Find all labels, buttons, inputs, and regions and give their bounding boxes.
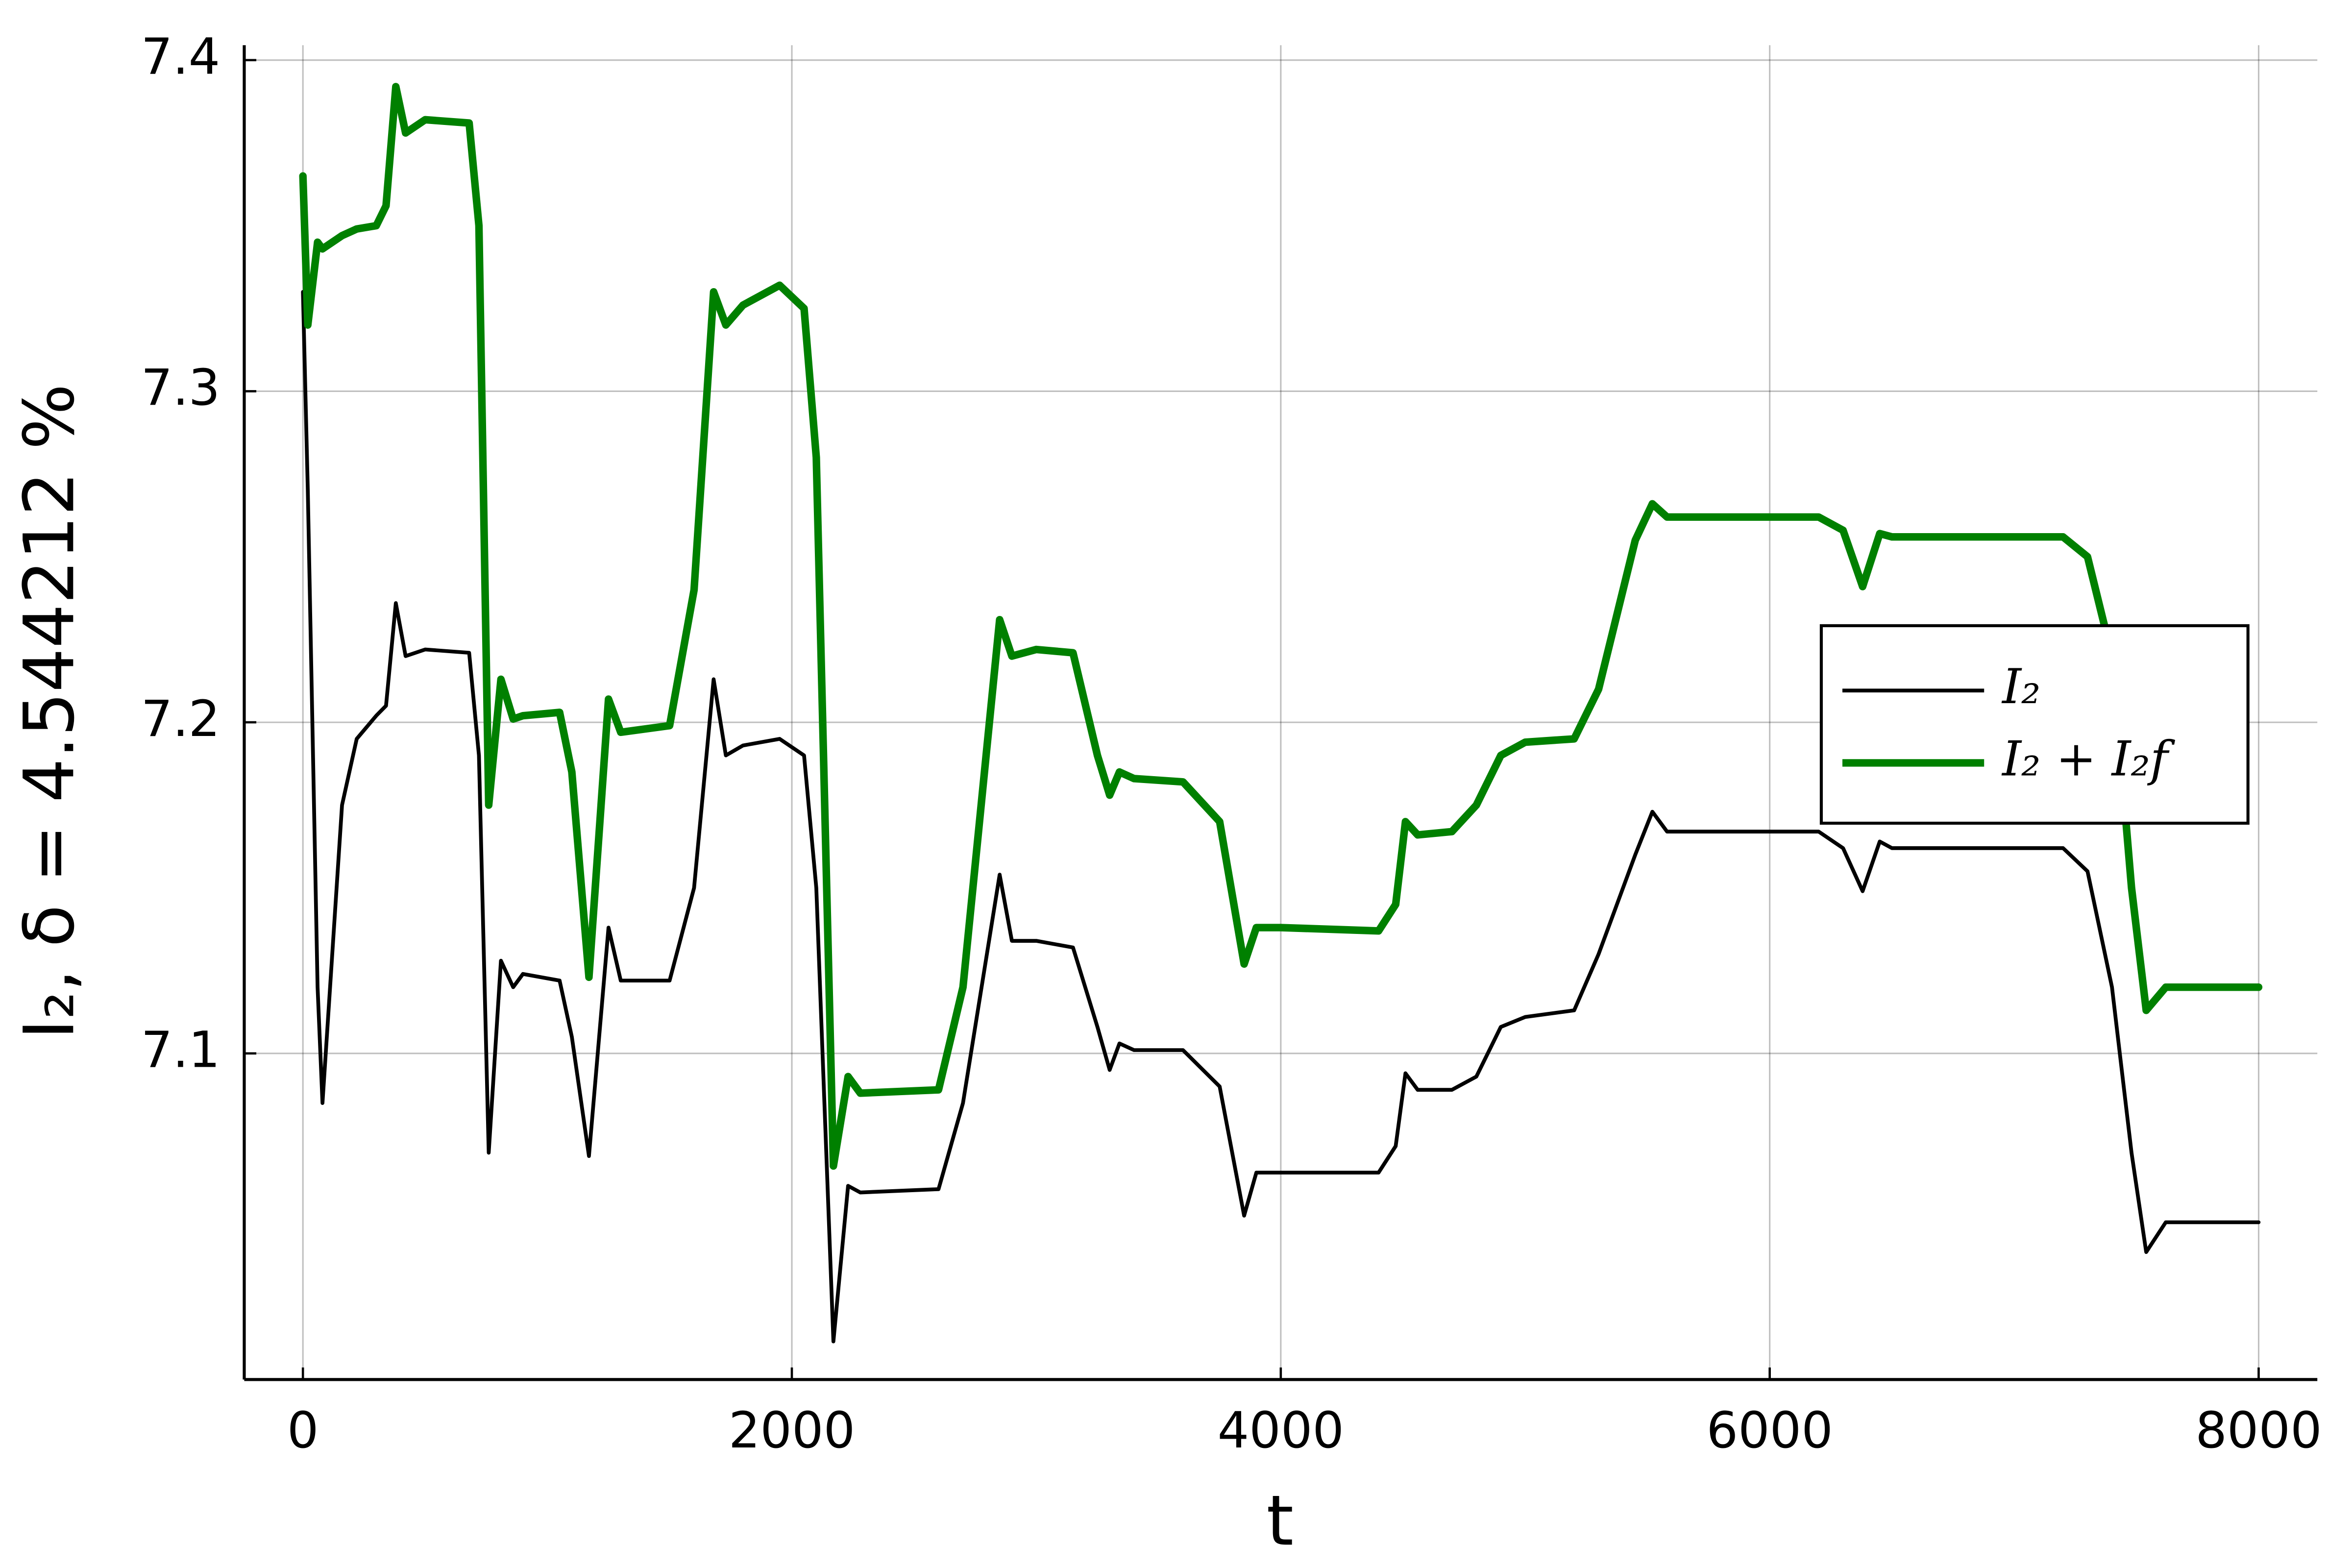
y-tick-label: 7.4	[141, 28, 220, 86]
y-axis-label: I₂, δ = 4.544212 %	[9, 384, 90, 1039]
x-tick-label: 8000	[2195, 1401, 2322, 1459]
legend-box	[1819, 624, 2250, 825]
x-axis-label: t	[1267, 1481, 1294, 1561]
x-tick-label: 4000	[1218, 1401, 1344, 1459]
series-line	[299, 83, 2263, 1170]
plot-lines	[299, 83, 2263, 1344]
x-tick-label: 6000	[1706, 1401, 1833, 1459]
y-tick-label: 7.3	[141, 359, 220, 416]
legend: I₂ I₂ + I₂f	[1819, 624, 2250, 825]
x-tick-label: 2000	[729, 1401, 855, 1459]
legend-label: I₂ + I₂f	[2001, 732, 2175, 787]
series-line	[301, 290, 2261, 1344]
x-tick-label: 0	[287, 1401, 319, 1459]
y-tick-label: 7.2	[141, 690, 220, 748]
y-tick-label: 7.1	[141, 1021, 220, 1079]
legend-label: I₂	[2001, 659, 2040, 715]
